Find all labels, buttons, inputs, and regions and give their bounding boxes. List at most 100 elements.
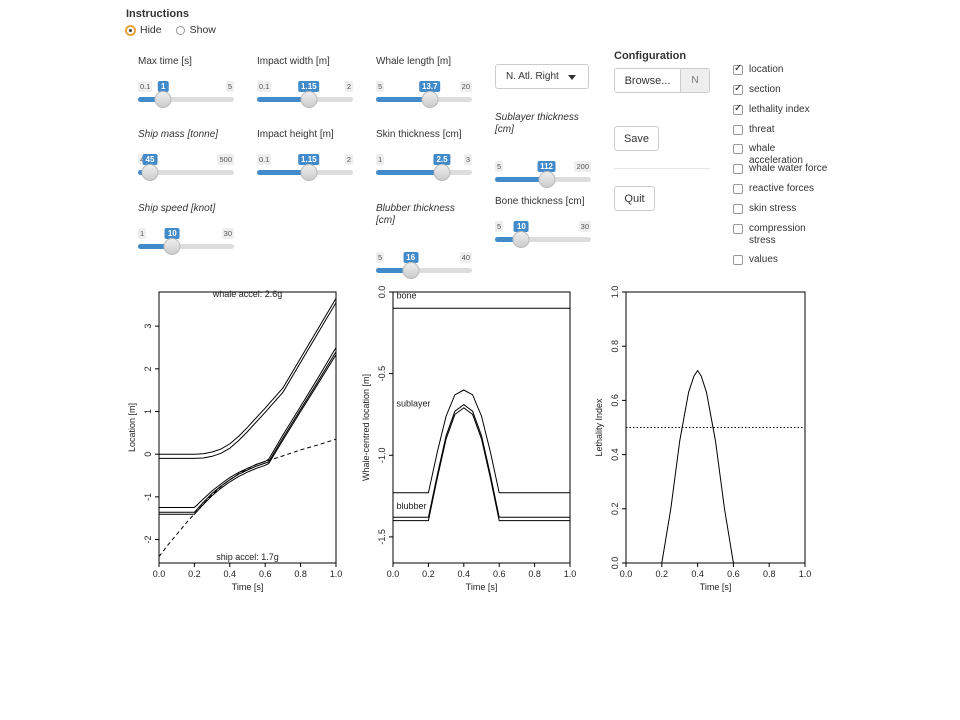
checkbox-label: threat (749, 124, 775, 135)
impact-width-slider[interactable]: Impact width [m] 0.1 2 1.15 (257, 56, 353, 112)
chart-annotation: blubber (397, 501, 427, 511)
slider-min: 1 (376, 154, 385, 165)
series-line-5 (159, 354, 336, 515)
show-radio-label: Show (189, 24, 216, 36)
series-line-3 (159, 347, 336, 508)
slider-handle[interactable] (402, 262, 420, 279)
slider-label: Blubber thickness [cm] (376, 203, 455, 226)
slider-max: 5 (225, 81, 234, 92)
species-select-value: N. Atl. Right (506, 71, 559, 82)
whale-length-slider[interactable]: Whale length [m] 5 20 13.7 (376, 56, 472, 112)
slider-track[interactable] (495, 237, 591, 242)
checkbox-section[interactable]: section (733, 83, 829, 96)
slider-label: Ship mass [tonne] (138, 129, 219, 140)
ship-mass-slider[interactable]: Ship mass [tonne]4550045 (138, 129, 234, 185)
checkbox-box[interactable] (733, 255, 743, 265)
x-tick-label: 0.0 (620, 569, 633, 579)
x-tick-label: 1.0 (564, 569, 577, 579)
configuration-title: Configuration (614, 50, 687, 62)
save-button[interactable]: Save (614, 126, 659, 151)
y-tick-label: 0.6 (610, 394, 620, 407)
checkbox-whale-water-force[interactable]: whale water force (733, 163, 829, 175)
show-radio[interactable] (175, 25, 185, 35)
slider-value: 1 (158, 81, 169, 92)
checkbox-threat[interactable]: threat (733, 124, 829, 136)
slider-track[interactable] (376, 268, 472, 273)
x-tick-label: 0.8 (528, 569, 541, 579)
quit-button[interactable]: Quit (614, 186, 655, 211)
max-time-slider[interactable]: Max time [s] 0.1 5 1 (138, 56, 234, 112)
checkbox-box[interactable] (733, 83, 743, 95)
species-select[interactable]: N. Atl. Right (495, 64, 589, 89)
checkbox-label: whale water force (749, 163, 828, 174)
x-tick-label: 1.0 (799, 569, 812, 579)
checkbox-location[interactable]: location (733, 63, 829, 76)
slider-track[interactable] (376, 170, 472, 175)
slider-fill (138, 97, 164, 102)
slider-label: Impact width [m] (257, 56, 330, 67)
y-tick-label: -2 (143, 536, 153, 544)
ship-speed-slider[interactable]: Ship speed [knot] 1 30 10 (138, 203, 234, 259)
checkbox-whale-acceleration[interactable]: whale acceleration (733, 143, 829, 167)
blubber-thickness-slider[interactable]: Blubber thickness [cm] 5 40 16 (376, 203, 472, 279)
file-name-field[interactable]: N (680, 68, 710, 93)
slider-value: 45 (142, 154, 158, 165)
skin-thickness-slider[interactable]: Skin thickness [cm] 1 3 2.5 (376, 129, 472, 185)
chart-annotation: sublayer (397, 398, 431, 408)
checkbox-box[interactable] (733, 204, 743, 214)
slider-value: 2.5 (433, 154, 451, 165)
checkbox-reactive-forces[interactable]: reactive forces (733, 183, 829, 195)
slider-min: 1 (138, 228, 147, 239)
checkbox-box[interactable] (733, 164, 743, 174)
checkbox-compression-stress[interactable]: compression stress (733, 223, 829, 247)
instructions-radio-group: Hide Show (126, 24, 230, 36)
plot-frame (625, 291, 806, 564)
slider-max: 20 (459, 81, 472, 92)
y-tick-label: -1.0 (377, 447, 387, 463)
checkbox-skin-stress[interactable]: skin stress (733, 203, 829, 215)
slider-handle[interactable] (163, 238, 181, 255)
slider-label: Ship speed [knot] (138, 203, 216, 214)
checkbox-box[interactable] (733, 125, 743, 135)
slider-label: Whale length [m] (376, 56, 452, 67)
slider-handle[interactable] (300, 91, 318, 108)
slider-value: 10 (164, 228, 180, 239)
slider-handle[interactable] (154, 91, 172, 108)
chart-annotation: bone (397, 291, 417, 301)
slider-handle[interactable] (300, 164, 318, 181)
sublayer-thickness-slider[interactable]: Sublayer thickness [cm] 5 200 112 (495, 112, 591, 188)
slider-min: 5 (376, 81, 385, 92)
slider-value: 13.7 (418, 81, 441, 92)
charts-area: 0.0 0.2 0.4 0.6 0.8 1.0 -2 -1 0 1 2 3 Time [s] Locati… (127, 286, 812, 592)
checkbox-box[interactable] (733, 184, 743, 194)
bone-thickness-slider[interactable]: Bone thickness [cm] 5 30 10 (495, 196, 591, 252)
impact-height-slider[interactable]: Impact height [m] 0.1 2 1.15 (257, 129, 353, 185)
checkbox-box[interactable] (733, 63, 743, 75)
checkbox-box[interactable] (733, 144, 743, 154)
slider-handle[interactable] (512, 231, 530, 248)
slider-track[interactable] (138, 97, 234, 102)
slider-label: Max time [s] (138, 56, 192, 67)
checkbox-box[interactable] (733, 224, 743, 234)
chart-annotation: whale accel: 2.6g (212, 289, 283, 299)
slider-handle[interactable] (141, 164, 159, 181)
slider-min: 0.1 (257, 154, 272, 165)
x-tick-label: 0.8 (763, 569, 776, 579)
y-tick-label: 0.4 (610, 448, 620, 461)
slider-max: 500 (217, 154, 234, 165)
hide-radio[interactable] (126, 25, 135, 35)
y-tick-label: 0.8 (610, 340, 620, 353)
series-line-4 (159, 351, 336, 513)
checkbox-label: whale acceleration (749, 143, 803, 166)
series-line-2 (393, 389, 570, 494)
browse-button[interactable]: Browse... (614, 68, 681, 93)
x-tick-label: 1.0 (330, 569, 343, 579)
slider-fill (495, 177, 547, 182)
checkbox-lethality-index[interactable]: lethality index (733, 103, 829, 116)
checkbox-box[interactable] (733, 103, 743, 115)
checkbox-values[interactable]: values (733, 254, 829, 266)
slider-handle[interactable] (433, 164, 451, 181)
slider-track[interactable] (138, 244, 234, 249)
slider-handle[interactable] (538, 171, 556, 188)
slider-handle[interactable] (421, 91, 439, 108)
